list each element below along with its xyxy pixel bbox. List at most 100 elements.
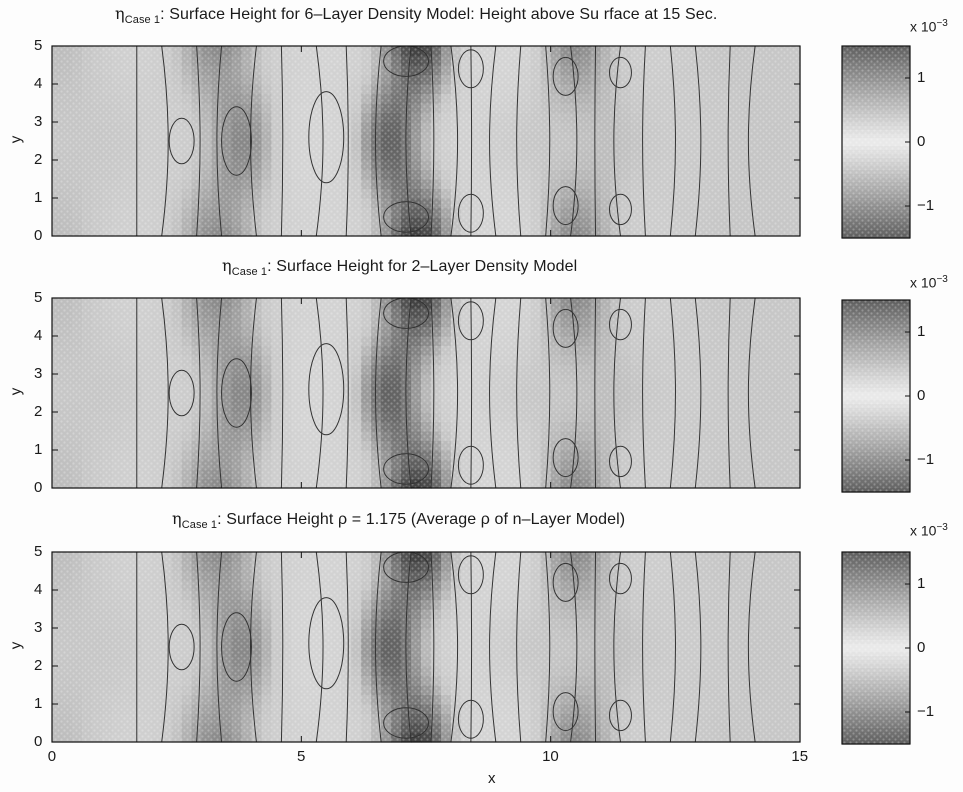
contour-line [250,45,257,237]
y-tick-label: 2 [34,403,43,420]
y-tick-label: 1 [34,189,43,206]
colorbar-multiplier-base: x 10 [910,18,937,35]
contour-line [430,45,435,237]
contour-loop [457,193,484,233]
colorbar-multiplier: x 10−3 [910,18,948,35]
contour-line [470,45,473,237]
title-subscript: Case 1 [181,519,218,532]
contour-loop [609,56,632,89]
colorbar-tick-label: 1 [917,69,926,86]
contour-line [613,551,621,743]
contour-loop [308,91,345,184]
title-symbol: η [222,256,232,275]
contour-line [594,45,597,237]
title-symbol: η [172,509,182,528]
contour-line [216,297,223,489]
contour-line [450,551,459,743]
colorbar-tick-label: 0 [917,387,926,404]
contour-line [470,297,473,489]
y-tick-label: 3 [34,619,43,636]
colorbar [841,551,911,745]
contour-line [161,297,169,489]
contour-line [694,297,702,489]
contour-loop [168,369,195,417]
colorbar [841,45,911,239]
contour-line [570,551,578,743]
contour-line [345,551,349,743]
title-symbol: η [115,4,125,23]
y-tick-label: 2 [34,657,43,674]
colorbar-tick-label: 0 [917,133,926,150]
colorbar-multiplier-exponent: −3 [936,18,948,29]
contour-line [280,551,284,743]
contour-line [430,551,435,743]
dither-overlay [52,552,800,742]
contour-line [405,297,412,489]
y-axis-label: y [7,641,25,650]
y-tick-label: 4 [34,581,43,598]
contour-loop [552,56,579,96]
colorbar-tick-label: 1 [917,323,926,340]
y-axis-label: y [7,387,25,396]
contour-line [727,45,731,237]
contour-line [315,551,324,743]
contour-line [642,297,646,489]
dither-overlay [52,46,800,236]
y-tick-label: 0 [34,479,43,496]
contour-loop [457,301,484,341]
plot-title: ηCase 1: Surface Height for 2–Layer Dens… [222,256,577,278]
colorbar-multiplier-exponent: −3 [936,522,948,533]
contour-line [196,297,201,489]
contour-loop [457,699,484,739]
contour-line [375,45,382,237]
contour-line [694,45,702,237]
contour-line [669,45,676,237]
contour-loop [221,106,252,176]
contour-line [747,297,756,489]
contour-line [570,297,578,489]
contour-line [315,297,324,489]
contour-line [405,551,412,743]
contour-line [516,551,522,743]
contour-line [375,297,382,489]
x-tick-label: 15 [791,748,809,765]
contour-line [450,297,459,489]
plot-title: ηCase 1: Surface Height for 6–Layer Dens… [115,4,717,26]
contour-line [516,297,522,489]
contour-line [250,551,257,743]
contour-loop [552,692,579,732]
contour-line [594,297,597,489]
colorbar-multiplier-base: x 10 [910,522,937,539]
plot-3 [51,551,801,743]
contour-line [196,45,201,237]
dither-overlay [52,298,800,488]
contour-line [470,551,473,743]
contour-loop [552,562,579,602]
title-subscript: Case 1 [231,266,268,279]
contour-line [280,297,284,489]
contour-loop [552,186,579,226]
contour-line [594,551,597,743]
y-tick-label: 5 [34,543,43,560]
colorbar-multiplier: x 10−3 [910,274,948,291]
contour-loop [457,49,484,89]
contour-line [516,45,522,237]
title-text: : Surface Height for 6–Layer Density Mod… [160,6,718,23]
colorbar-multiplier-base: x 10 [910,274,937,291]
x-axis-label: x [488,770,496,787]
contour-line [669,551,676,743]
colorbar-dither [842,300,910,492]
y-axis-label: y [7,135,25,144]
contour-line [642,45,646,237]
contour-line [747,45,756,237]
contour-loop [552,438,579,478]
contour-loop [552,308,579,348]
x-tick-label: 10 [542,748,559,765]
y-tick-label: 5 [34,289,43,306]
contour-loop [609,699,632,732]
plot-1 [51,45,801,237]
contour-loop [609,562,632,595]
title-text: : Surface Height ρ = 1.175 (Average ρ of… [217,511,626,528]
